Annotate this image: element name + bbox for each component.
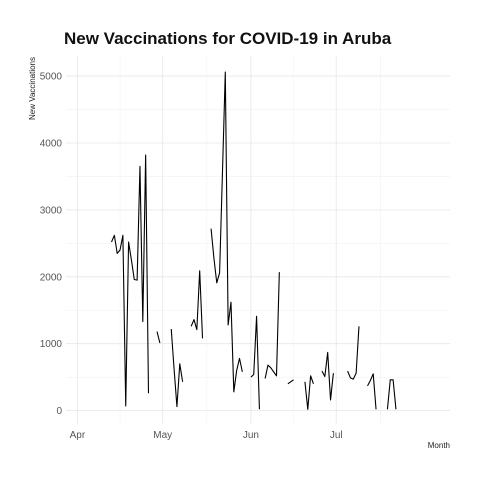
x-tick-label: Apr (70, 430, 86, 441)
x-axis-title: Month (428, 441, 450, 450)
grid (66, 56, 450, 424)
series-line-segment (250, 315, 260, 410)
series-line-segment (287, 379, 294, 385)
x-axis-ticks: Apr May Jun Jul (70, 430, 343, 441)
series-line-segment (304, 375, 314, 410)
series-line-segment (156, 331, 161, 344)
series-line-segment (210, 71, 243, 393)
x-tick-label: May (153, 430, 172, 441)
y-tick-label: 3000 (40, 205, 63, 216)
y-axis-title: New Vaccinations (28, 57, 37, 120)
series-line-segment (111, 154, 150, 407)
x-tick-label: Jun (243, 430, 259, 441)
series-line-segment (190, 270, 204, 339)
series-line-segment (347, 326, 360, 380)
y-tick-label: 5000 (40, 72, 63, 83)
y-tick-label: 2000 (40, 272, 63, 283)
series-line-segment (264, 272, 280, 379)
x-tick-label: Jul (330, 430, 343, 441)
y-axis-ticks: 0 1000 2000 3000 4000 5000 (40, 72, 63, 418)
series-layer (111, 71, 397, 410)
y-tick-label: 1000 (40, 339, 63, 350)
series-line-segment (170, 328, 184, 408)
series-line-segment (367, 373, 377, 410)
series-line-segment (386, 379, 397, 410)
y-tick-label: 4000 (40, 138, 63, 149)
y-tick-label: 0 (56, 406, 62, 417)
series-line-segment (321, 351, 334, 401)
chart-title: New Vaccinations for COVID-19 in Aruba (64, 29, 392, 48)
